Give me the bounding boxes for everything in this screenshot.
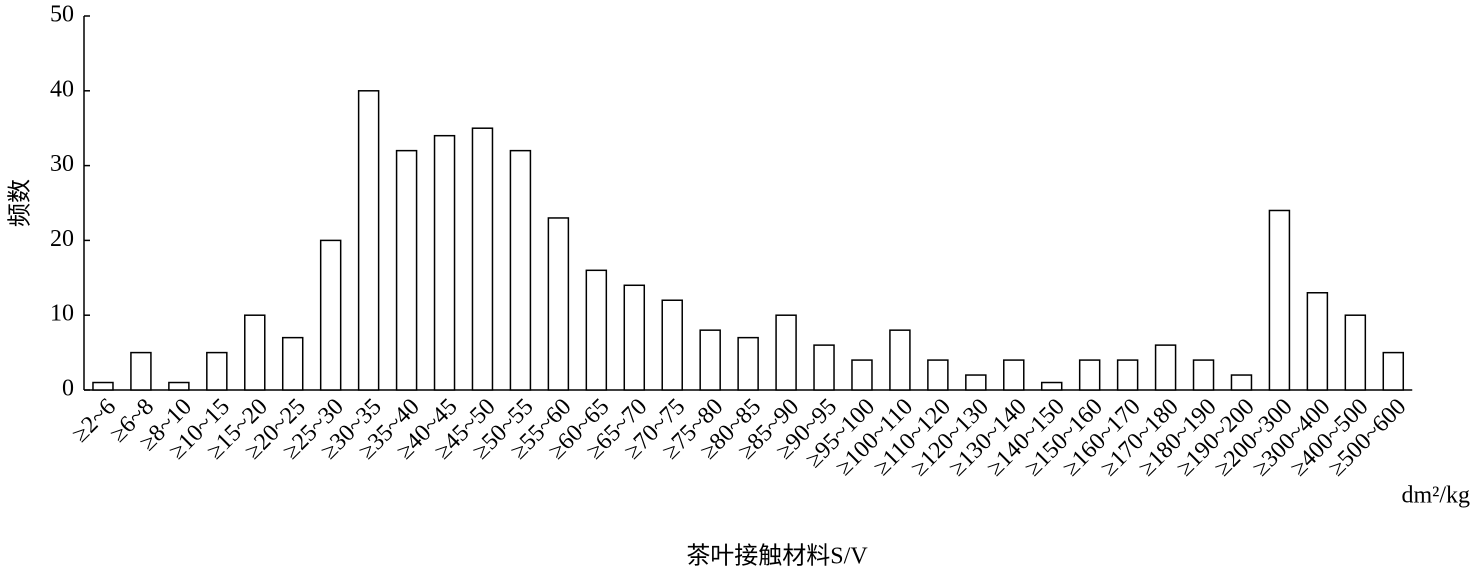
bar: [1306, 292, 1329, 391]
bar: [699, 329, 721, 391]
bar: [357, 90, 380, 391]
y-tick-label: 20: [50, 226, 74, 252]
y-tick-label: 0: [62, 376, 74, 402]
bar: [547, 217, 570, 391]
bar: [585, 269, 608, 391]
bar: [433, 134, 456, 391]
bar: [1230, 374, 1253, 391]
x-axis-unit: dm²/kg: [1401, 483, 1470, 509]
bar: [927, 359, 949, 391]
y-tick-label: 10: [50, 301, 74, 327]
bar: [1382, 351, 1405, 391]
bar: [92, 381, 114, 391]
y-axis-title: 频数: [7, 179, 34, 227]
bar: [1116, 359, 1139, 391]
bar: [168, 381, 190, 391]
bar: [1268, 209, 1291, 391]
bar: [206, 351, 228, 391]
x-axis-title: 茶叶接触材料S/V: [686, 543, 868, 570]
bar: [661, 299, 683, 391]
bar: [813, 344, 835, 391]
bar: [130, 351, 152, 391]
bar: [889, 329, 911, 391]
bar: [1154, 344, 1177, 391]
bar: [1003, 359, 1025, 391]
bar: [1192, 359, 1215, 391]
bar: [244, 314, 266, 391]
bar: [509, 149, 532, 391]
y-tick-label: 30: [50, 151, 74, 177]
bar: [851, 359, 873, 391]
bar: [395, 149, 418, 391]
bar: [1078, 359, 1101, 391]
bar: [623, 284, 646, 391]
bar: [1344, 314, 1367, 391]
bar: [737, 336, 759, 391]
y-tick-label: 40: [50, 76, 74, 102]
bar: [775, 314, 797, 391]
bar: [471, 127, 494, 391]
y-tick-label: 50: [50, 2, 74, 28]
bar: [281, 336, 304, 391]
bar: [1040, 381, 1063, 391]
bar: [965, 374, 987, 391]
bar: [319, 239, 342, 391]
